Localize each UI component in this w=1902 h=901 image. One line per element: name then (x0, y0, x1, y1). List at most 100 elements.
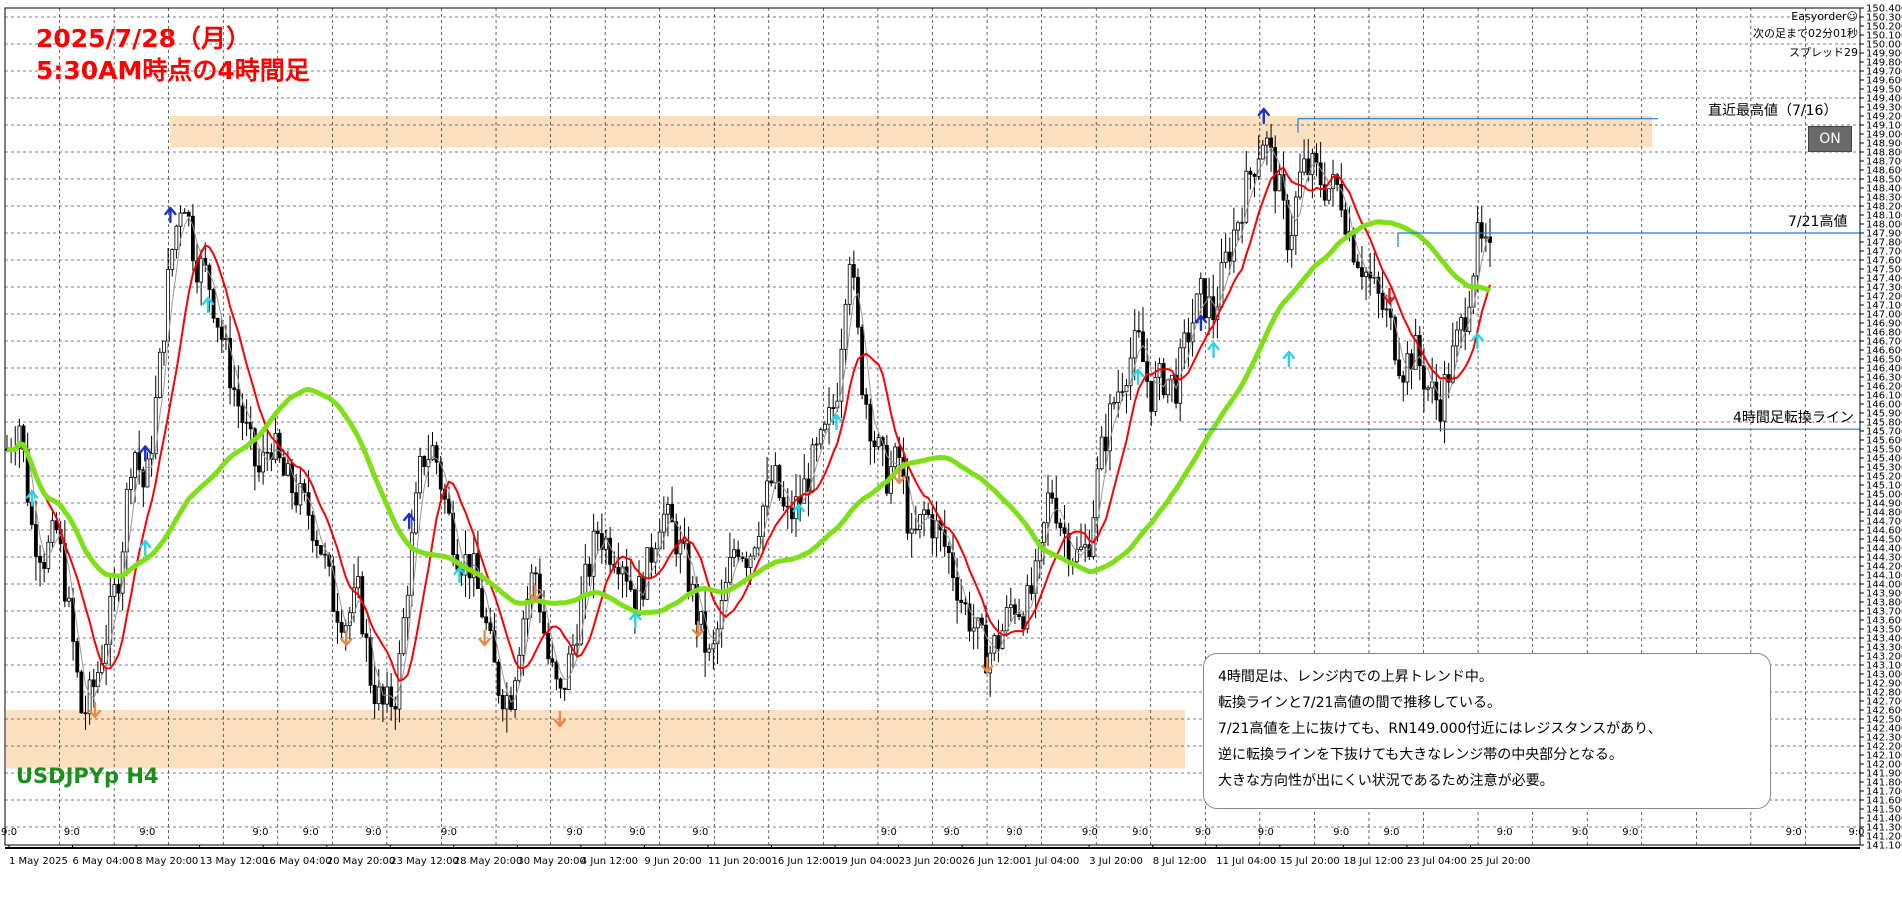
y-tick-label: 143.300 (1866, 643, 1902, 654)
session-mark-label: 9:0 (1, 827, 17, 838)
y-tick-label: 142.300 (1866, 733, 1902, 744)
y-tick-label: 147.200 (1866, 292, 1902, 303)
candle-body (554, 661, 559, 680)
candle-body (273, 432, 278, 460)
x-tick-label: 18 Jul 12:00 (1343, 856, 1403, 867)
candle-body (1384, 308, 1389, 311)
candle-body (1095, 468, 1100, 519)
y-tick-label: 143.400 (1866, 634, 1902, 645)
candle-body (533, 572, 538, 575)
candle-body (1318, 162, 1323, 186)
y-tick-label: 149.100 (1866, 121, 1902, 132)
candle-body (339, 622, 344, 633)
candle-body (314, 540, 319, 546)
session-mark-label: 9:0 (303, 827, 319, 838)
y-tick-label: 150.200 (1866, 22, 1902, 33)
candle-body (591, 530, 596, 577)
candle-body (480, 588, 484, 618)
sell-signal-arrow (528, 584, 542, 602)
candle-body (988, 652, 993, 674)
chart-title-time: 5:30AM時点の4時間足 (36, 56, 310, 85)
candle-body (75, 641, 80, 673)
candle-body (447, 498, 451, 514)
y-tick-label: 148.900 (1866, 139, 1902, 150)
candle-body (1211, 296, 1216, 321)
candle-body (149, 453, 154, 460)
y-tick-label: 147.000 (1866, 310, 1902, 321)
candle-body (190, 215, 195, 262)
y-tick-label: 144.000 (1866, 580, 1902, 591)
candle-body (1401, 375, 1406, 383)
candle-body (942, 529, 947, 547)
candle-body (814, 443, 819, 446)
candle-body (558, 678, 563, 689)
y-tick-label: 147.600 (1866, 256, 1902, 267)
turn-line-label: 4時間足転換ライン (1733, 410, 1854, 426)
candle-body (521, 618, 526, 656)
on-toggle-button[interactable]: ON (1808, 126, 1852, 152)
candle-body (1434, 381, 1439, 401)
y-tick-label: 148.800 (1866, 148, 1902, 159)
buy-signal-arrow (629, 611, 642, 629)
candle-body (1186, 332, 1191, 343)
x-tick-label: 16 May 04:00 (263, 856, 332, 867)
candle-body (372, 684, 377, 705)
y-tick-label: 141.300 (1866, 823, 1902, 834)
candle-body (104, 643, 109, 664)
candle-body (1360, 267, 1364, 277)
candle-body (1236, 222, 1240, 231)
candle-body (67, 597, 71, 602)
session-mark-label: 9:0 (252, 827, 268, 838)
candle-body (1413, 335, 1418, 370)
candle-body (1223, 251, 1228, 264)
candle-body (414, 492, 418, 534)
y-tick-label: 148.000 (1866, 220, 1902, 231)
candle-body (1442, 374, 1447, 422)
y-tick-label: 149.700 (1866, 67, 1902, 78)
session-mark-label: 9:0 (1082, 827, 1098, 838)
candle-body (905, 476, 910, 534)
candle-body (913, 528, 918, 531)
candle-body (1331, 174, 1335, 190)
candle-body (930, 514, 935, 539)
candle-body (934, 520, 939, 539)
candle-body (376, 686, 381, 705)
y-tick-label: 143.500 (1866, 625, 1902, 636)
x-tick-label: 1 Jul 04:00 (1026, 856, 1080, 867)
candle-body (823, 423, 827, 431)
candle-body (1058, 522, 1063, 529)
candle-body (674, 521, 679, 555)
candle-body (1075, 549, 1079, 563)
candle-body (1380, 292, 1385, 310)
candle-body (678, 539, 683, 555)
candle-body (707, 648, 712, 653)
resistance-zone (6, 710, 1185, 769)
chart-title-date: 2025/7/28（月） (36, 24, 252, 53)
y-tick-label: 148.100 (1866, 211, 1902, 222)
candle-body (649, 547, 654, 563)
x-tick-label: 8 May 20:00 (136, 856, 198, 867)
y-tick-label: 148.600 (1866, 166, 1902, 177)
buy-signal-arrow (830, 413, 843, 431)
candle-body (550, 658, 555, 663)
candle-body (1483, 236, 1488, 239)
y-tick-label: 145.400 (1866, 454, 1902, 465)
candle-body (670, 504, 674, 523)
candle-body (1368, 271, 1373, 279)
candle-body (1079, 546, 1083, 550)
candle-body (909, 528, 914, 534)
session-mark-label: 9:0 (365, 827, 381, 838)
candle-body (1314, 153, 1319, 164)
candle-body (732, 549, 736, 558)
candle-body (1265, 137, 1269, 146)
candle-body (418, 456, 422, 494)
candle-body (504, 695, 509, 710)
session-mark-label: 9:0 (567, 827, 583, 838)
candle-body (1459, 317, 1463, 331)
candle-body (1017, 614, 1021, 618)
resistance-zone (170, 116, 1652, 148)
y-tick-label: 141.100 (1866, 841, 1902, 852)
candle-body (244, 421, 249, 424)
buy-signal-arrow (792, 503, 805, 521)
